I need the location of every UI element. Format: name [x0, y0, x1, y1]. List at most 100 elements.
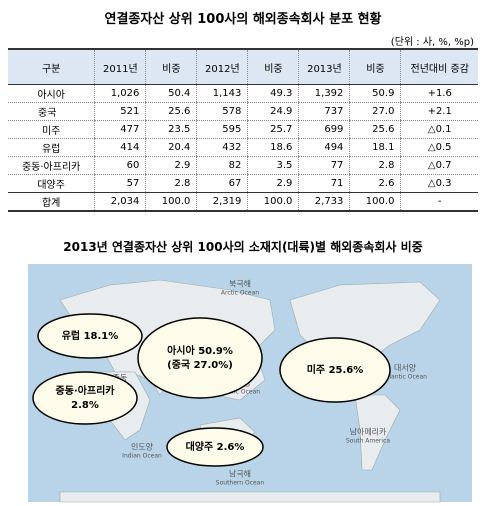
ocean-label-en: Atlantic Ocean [383, 374, 427, 381]
column-header: 전년대비 증감 [400, 48, 478, 85]
callout-label: 2.8% [71, 400, 99, 411]
table-cell: 2.6 [349, 174, 401, 193]
table-cell: 2.9 [247, 174, 299, 193]
table-cell: 중동·아프리카 [8, 156, 95, 175]
column-header: 구분 [8, 48, 95, 85]
table-cell: 2,319 [196, 192, 248, 212]
table-cell: 100.0 [349, 192, 401, 212]
column-header: 비중 [145, 48, 197, 85]
table-cell: 2.8 [349, 156, 401, 175]
table-cell: 27.0 [349, 102, 401, 121]
ocean-label: 인도양 [131, 442, 154, 452]
table-cell: 2,034 [94, 192, 146, 212]
table-row: 아시아 1,026 50.4 1,143 49.3 1,392 50.9 +1.6 [8, 84, 478, 103]
table-cell: 737 [298, 102, 350, 121]
table-cell: 미주 [8, 120, 95, 139]
callout-label: 대양주 2.6% [186, 440, 245, 453]
table-cell: △0.7 [400, 156, 478, 175]
column-header: 2012년 [196, 48, 248, 85]
table-cell: 71 [298, 174, 350, 193]
table-cell: 494 [298, 138, 350, 157]
table-cell: 699 [298, 120, 350, 139]
ocean-label-en: Indian Ocean [122, 453, 162, 460]
table-row: 중동·아프리카 60 2.9 82 3.5 77 2.8 △0.7 [8, 156, 478, 175]
table-cell: △0.3 [400, 174, 478, 193]
ocean-label: 대서양 [394, 364, 417, 373]
table-cell: 24.9 [247, 102, 299, 121]
table-cell: 18.6 [247, 138, 299, 157]
table-cell: 57 [94, 174, 146, 193]
ocean-label-en: South America [346, 438, 390, 445]
callout-label: (중국 27.0%) [167, 359, 233, 371]
table-cell: 578 [196, 102, 248, 121]
ocean-label: 북극해 [229, 279, 251, 289]
table-cell: 414 [94, 138, 146, 157]
ocean-label: 남극해 [229, 469, 251, 479]
table-cell: 82 [196, 156, 248, 175]
ocean-label-en: Southern Ocean [216, 480, 265, 487]
table-cell: 595 [196, 120, 248, 139]
callout-bubble [279, 337, 391, 403]
table-row: 미주 477 23.5 595 25.7 699 25.6 △0.1 [8, 120, 478, 139]
table-row: 유럽 414 20.4 432 18.6 494 18.1 △0.5 [8, 138, 478, 157]
table-cell: 1,026 [94, 84, 146, 103]
table-cell: 유럽 [8, 138, 95, 157]
callout-bubble [37, 313, 143, 359]
column-header: 비중 [349, 48, 401, 85]
callout-bubble [137, 317, 263, 399]
callout-label: 중동·아프리카 [56, 384, 116, 397]
callout-label: 아시아 50.9% [167, 344, 233, 357]
column-header: 비중 [247, 48, 299, 85]
ocean-label: 남아메리카 [350, 427, 387, 437]
callout-bubble [166, 427, 264, 467]
callout-label: 미주 25.6% [307, 363, 364, 376]
ocean-label-en: Arctic Ocean [221, 290, 259, 297]
table-cell: 25.6 [349, 120, 401, 139]
table-cell: 77 [298, 156, 350, 175]
column-header: 2013년 [298, 48, 350, 85]
table-cell: 67 [196, 174, 248, 193]
table-cell: 20.4 [145, 138, 197, 157]
table-cell: 합계 [8, 192, 95, 212]
table-cell: 1,143 [196, 84, 248, 103]
table-cell: 25.6 [145, 102, 197, 121]
data-table: 구분 2011년 비중 2012년 비중 2013년 비중 전년대비 증감 아시아 1,026 50… [8, 48, 478, 212]
table-cell: 50.4 [145, 84, 197, 103]
column-header: 2011년 [94, 48, 146, 85]
table-cell: 49.3 [247, 84, 299, 103]
table-cell: 3.5 [247, 156, 299, 175]
table-cell: 아시아 [8, 84, 95, 103]
callout-label: 유럽 18.1% [62, 329, 119, 342]
table-cell: 50.9 [349, 84, 401, 103]
table-cell: 1,392 [298, 84, 350, 103]
unit-note: (단위 : 사, %, %p) [390, 37, 474, 48]
table-cell: 432 [196, 138, 248, 157]
table-cell: 521 [94, 102, 146, 121]
table-cell: 477 [94, 120, 146, 139]
table-cell: 100.0 [247, 192, 299, 212]
table-cell: 중국 [8, 102, 95, 121]
callout-bubble [32, 371, 138, 425]
table-cell: 2,733 [298, 192, 350, 212]
table-cell: 23.5 [145, 120, 197, 139]
table-row: 중국 521 25.6 578 24.9 737 27.0 +2.1 [8, 102, 478, 121]
ocean-label-en: Pacific Ocean [220, 389, 260, 396]
table-cell: 2.8 [145, 174, 197, 193]
table-cell: 18.1 [349, 138, 401, 157]
table-cell: 25.7 [247, 120, 299, 139]
table-cell: 100.0 [145, 192, 197, 212]
table-cell: 대양주 [8, 174, 95, 193]
table-cell: 2.9 [145, 156, 197, 175]
table-cell: +2.1 [400, 102, 478, 121]
table-cell: △0.1 [400, 120, 478, 139]
table-row: 대양주 57 2.8 67 2.9 71 2.6 △0.3 [8, 174, 478, 193]
table-cell: △0.5 [400, 138, 478, 157]
table-cell: +1.6 [400, 84, 478, 103]
table-cell: 60 [94, 156, 146, 175]
table-row: 합계 2,034 100.0 2,319 100.0 2,733 100.0- [8, 192, 478, 212]
map-title: 2013년 연결종자산 상위 100사의 소재지(대륙)별 해외종속회사 비중 [63, 240, 423, 254]
title: 연결종자산 상위 100사의 해외종속회사 분포 현황 [104, 12, 382, 27]
table-cell: - [400, 192, 478, 212]
